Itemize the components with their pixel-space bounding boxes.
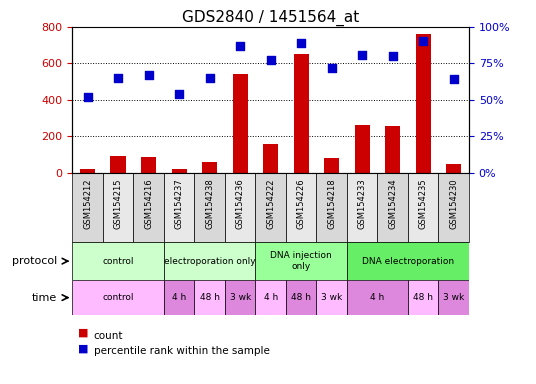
Point [175,91,183,97]
Bar [438,173,469,242]
Text: ■: ■ [78,328,88,338]
Bar [72,280,164,315]
Bar [225,173,256,242]
Text: electroporation only: electroporation only [164,257,256,266]
Text: DNA electroporation: DNA electroporation [362,257,454,266]
Point [297,40,306,46]
Bar [263,144,278,173]
Bar [80,169,95,173]
Bar [195,173,225,242]
Bar [202,162,217,173]
Bar [377,173,408,242]
Text: GSM154216: GSM154216 [144,178,153,229]
Bar [316,280,347,315]
Text: control: control [102,293,134,302]
Text: 4 h: 4 h [370,293,385,302]
Bar [446,164,461,173]
Bar [324,158,339,173]
Point [83,94,92,100]
Bar [256,280,286,315]
Bar [347,280,408,315]
Title: GDS2840 / 1451564_at: GDS2840 / 1451564_at [182,9,359,25]
Bar [294,54,309,173]
Text: GSM154237: GSM154237 [175,178,184,229]
Bar [408,280,438,315]
Bar [141,157,157,173]
Bar [316,173,347,242]
Bar [233,74,248,173]
Bar [72,173,103,242]
Bar [225,280,256,315]
Bar [110,156,126,173]
Point [327,65,336,71]
Point [266,57,275,63]
Bar [347,173,377,242]
Text: 4 h: 4 h [264,293,278,302]
Text: GSM154212: GSM154212 [83,178,92,229]
Text: DNA injection
only: DNA injection only [270,252,332,271]
Text: protocol: protocol [12,256,57,266]
Bar [415,34,431,173]
Bar [164,173,195,242]
Text: ■: ■ [78,343,88,353]
Bar [286,173,316,242]
Text: 48 h: 48 h [413,293,433,302]
Bar [408,173,438,242]
Bar [256,173,286,242]
Bar [103,173,133,242]
Text: GSM154234: GSM154234 [388,178,397,229]
Text: GSM154215: GSM154215 [114,178,123,229]
Point [358,51,367,58]
Bar [72,242,164,280]
Bar [385,126,400,173]
Bar [256,242,347,280]
Text: GSM154226: GSM154226 [297,178,306,229]
Text: time: time [32,293,57,303]
Bar [172,169,187,173]
Point [450,76,458,83]
Bar [438,280,469,315]
Text: GSM154233: GSM154233 [358,178,367,229]
Point [205,75,214,81]
Text: 4 h: 4 h [172,293,187,302]
Text: GSM154236: GSM154236 [236,178,244,229]
Text: GSM154222: GSM154222 [266,178,275,229]
Point [419,38,428,45]
Bar [133,173,164,242]
Bar [164,280,195,315]
Text: 3 wk: 3 wk [443,293,464,302]
Bar [355,125,370,173]
Point [114,75,122,81]
Text: 48 h: 48 h [199,293,220,302]
Text: GSM154235: GSM154235 [419,178,428,229]
Bar [195,280,225,315]
Point [144,72,153,78]
Text: GSM154238: GSM154238 [205,178,214,229]
Text: 3 wk: 3 wk [229,293,251,302]
Bar [286,280,316,315]
Text: GSM154218: GSM154218 [327,178,336,229]
Text: 48 h: 48 h [291,293,311,302]
Point [389,53,397,59]
Text: control: control [102,257,134,266]
Text: 3 wk: 3 wk [321,293,343,302]
Point [236,43,244,49]
Bar [164,242,256,280]
Text: GSM154230: GSM154230 [449,178,458,229]
Text: percentile rank within the sample: percentile rank within the sample [94,346,270,356]
Text: count: count [94,331,123,341]
Bar [347,242,469,280]
